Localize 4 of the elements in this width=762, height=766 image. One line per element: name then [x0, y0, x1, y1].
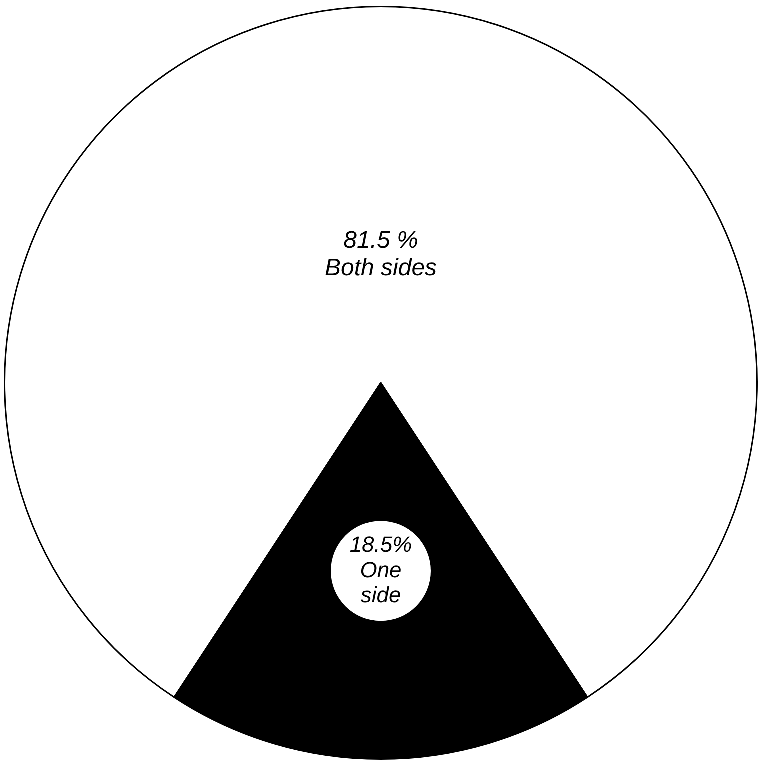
data-label: 81.5 %	[344, 226, 418, 254]
slice-label: Both sides	[324, 254, 438, 282]
data-label: 18.5%	[350, 532, 412, 557]
slice-label: One side	[360, 557, 402, 608]
